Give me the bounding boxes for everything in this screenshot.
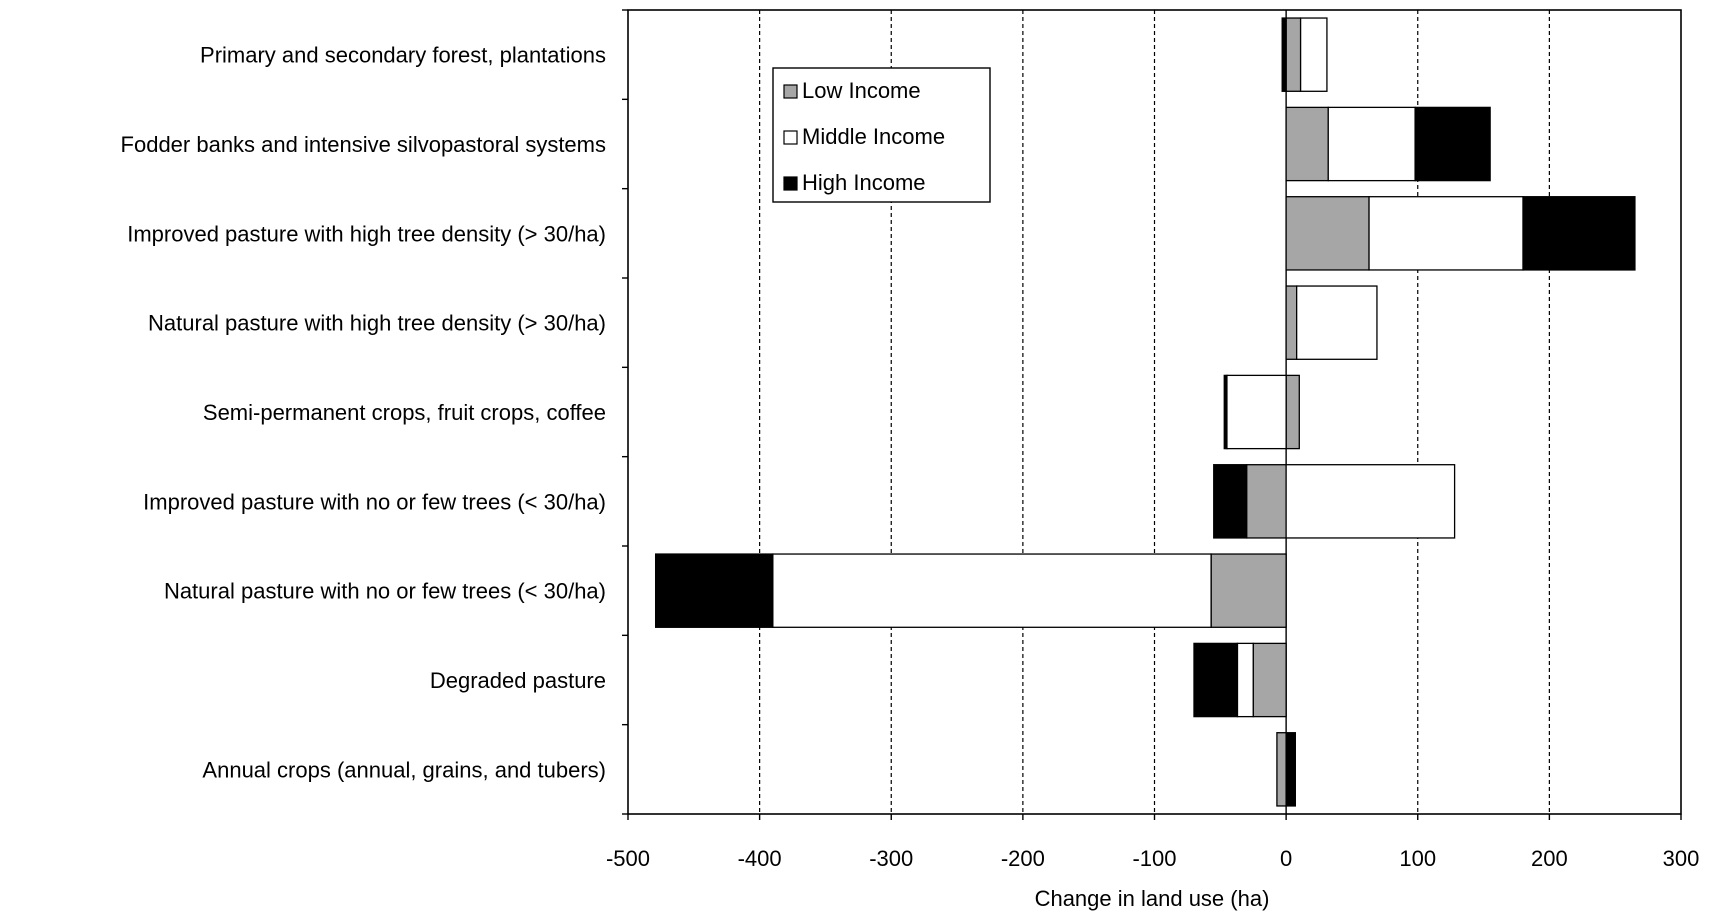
x-tick-label: 300 <box>1663 846 1700 871</box>
legend-swatch <box>783 130 798 145</box>
bars <box>654 17 1636 807</box>
bar-segment <box>1193 642 1239 718</box>
bar-segment <box>1414 106 1491 182</box>
bar-segment <box>1226 374 1287 450</box>
bar-segment <box>1285 17 1302 92</box>
bar-segment <box>1276 732 1287 807</box>
category-label: Primary and secondary forest, plantation… <box>200 43 606 68</box>
category-label: Degraded pasture <box>430 668 606 693</box>
bar-segment <box>1252 642 1287 718</box>
category-labels: Primary and secondary forest, plantation… <box>121 43 606 783</box>
axis-ticks <box>622 9 1682 820</box>
bar-segment <box>1285 464 1456 539</box>
x-tick-label: -100 <box>1132 846 1176 871</box>
x-tick-label: -200 <box>1001 846 1045 871</box>
bar-segment <box>654 553 774 628</box>
legend-label: High Income <box>802 170 926 195</box>
category-label: Improved pasture with high tree density … <box>127 221 606 246</box>
bar-segment <box>1223 374 1228 450</box>
x-tick-label: -500 <box>606 846 650 871</box>
category-label: Natural pasture with no or few trees (< … <box>164 579 606 604</box>
bar-segment <box>772 553 1212 628</box>
legend-box <box>772 67 991 203</box>
legend-label: Middle Income <box>802 124 945 149</box>
bar-segment <box>1213 464 1248 539</box>
category-label: Natural pasture with high tree density (… <box>148 311 606 336</box>
category-label: Improved pasture with no or few trees (<… <box>143 489 606 514</box>
bar-segment <box>1299 17 1328 92</box>
bar-segment <box>1236 642 1254 718</box>
bar-segment <box>1281 17 1287 92</box>
x-axis-title: Change in land use (ha) <box>1035 886 1270 911</box>
bar-segment <box>1522 196 1636 271</box>
bar-segment <box>1285 106 1329 182</box>
bar-segment <box>1327 106 1416 182</box>
bar-segment <box>1296 285 1378 360</box>
bar-segment <box>1285 732 1296 807</box>
bar-segment <box>1245 464 1287 539</box>
bar-segment <box>1285 196 1370 271</box>
x-tick-label: 100 <box>1399 846 1436 871</box>
category-label: Semi-permanent crops, fruit crops, coffe… <box>203 400 606 425</box>
legend-swatch <box>783 176 798 191</box>
bar-segment <box>1285 285 1298 360</box>
x-tick-label: 200 <box>1531 846 1568 871</box>
bar-segment <box>1210 553 1287 628</box>
x-tick-label: -400 <box>738 846 782 871</box>
bar-segment <box>1368 196 1524 271</box>
category-label: Fodder banks and intensive silvopastoral… <box>121 132 606 157</box>
legend-label: Low Income <box>802 78 921 103</box>
bar-segment <box>1285 374 1300 450</box>
x-tick-label: -300 <box>869 846 913 871</box>
category-label: Annual crops (annual, grains, and tubers… <box>202 757 606 782</box>
x-tick-labels: -500 -400 -300 -200 -100 0 100 200 300 <box>606 846 1699 871</box>
x-tick-label: 0 <box>1280 846 1292 871</box>
legend-swatch <box>783 84 798 99</box>
legend: Low Income Middle Income High Income <box>772 67 991 203</box>
